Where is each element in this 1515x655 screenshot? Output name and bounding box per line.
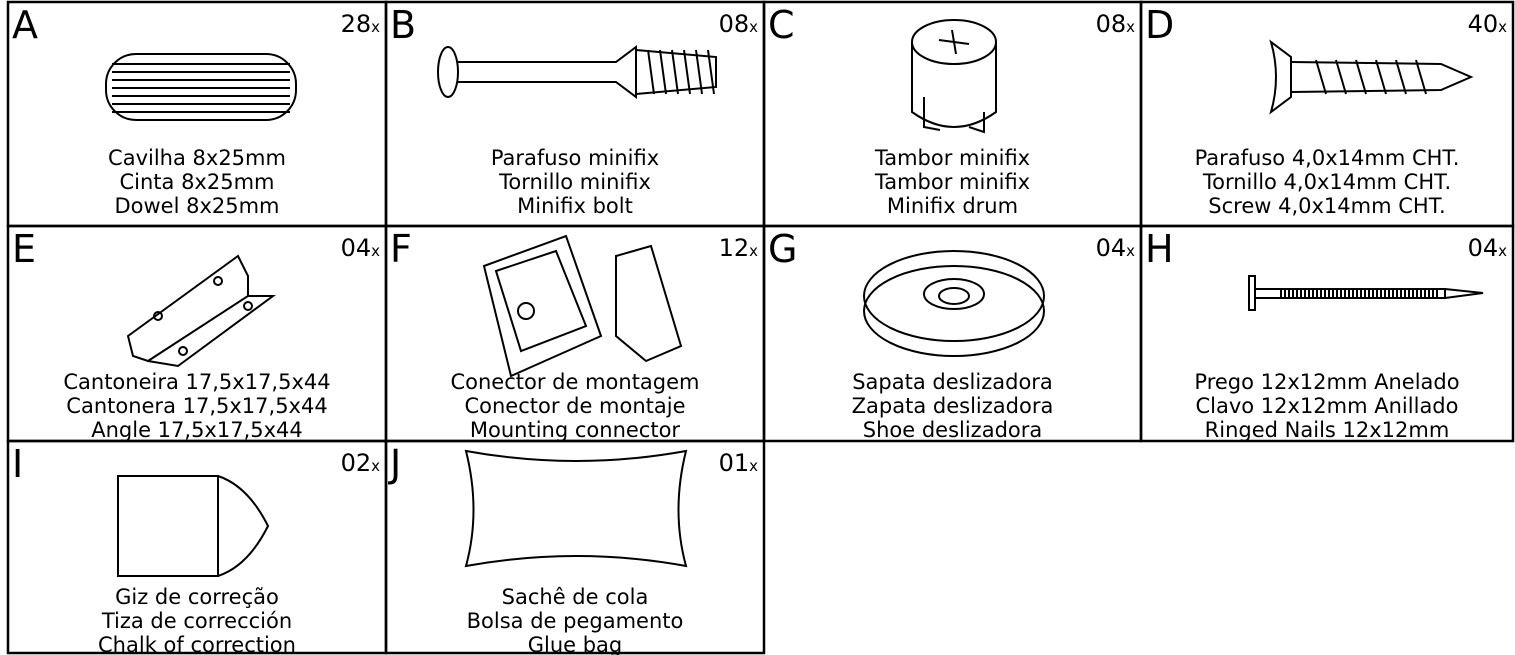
part-description: Cavilha 8x25mm [108, 146, 286, 170]
quantity-number: 04 [1468, 234, 1499, 262]
part-illustration [1269, 39, 1474, 115]
part-description: Tiza de corrección [101, 609, 292, 633]
quantity-suffix: x [1126, 242, 1135, 260]
part-description: Giz de correção [115, 585, 279, 609]
quantity-suffix: x [749, 18, 758, 36]
part-illustration [863, 250, 1045, 357]
part-quantity: 08x [1096, 10, 1136, 38]
part-description: Shoe deslizadora [863, 418, 1043, 442]
quantity-number: 01 [719, 449, 750, 477]
part-letter: H [1145, 227, 1174, 271]
part-description: Minifix drum [887, 194, 1018, 218]
part-description: Clavo 12x12mm Anillado [1195, 394, 1458, 418]
part-quantity: 04x [1096, 234, 1136, 262]
part-description: Cinta 8x25mm [119, 170, 274, 194]
part-description: Dowel 8x25mm [114, 194, 279, 218]
part-description: Mounting connector [470, 418, 681, 442]
quantity-number: 04 [1096, 234, 1127, 262]
part-description: Tambor minifix [874, 170, 1030, 194]
cell-border [384, 439, 766, 655]
quantity-suffix: x [749, 457, 758, 475]
part-quantity: 01x [719, 449, 759, 477]
part-quantity: 08x [719, 10, 759, 38]
quantity-suffix: x [1498, 18, 1507, 36]
part-letter: J [388, 442, 401, 486]
quantity-suffix: x [371, 242, 380, 260]
part-letter: B [390, 3, 416, 47]
quantity-suffix: x [749, 242, 758, 260]
part-cell: D 40x Parafuso 4,0x14mm CHT.Tornillo 4,0x1… [1139, 0, 1515, 228]
quantity-number: 12 [719, 234, 750, 262]
part-description: Tambor minifix [874, 146, 1030, 170]
part-description: Chalk of correction [98, 633, 296, 655]
cell-border [1139, 224, 1515, 443]
part-description: Parafuso 4,0x14mm CHT. [1195, 146, 1460, 170]
part-quantity: 40x [1468, 10, 1508, 38]
part-letter: I [12, 442, 23, 486]
part-description: Screw 4,0x14mm CHT. [1208, 194, 1445, 218]
quantity-suffix: x [371, 18, 380, 36]
quantity-suffix: x [371, 457, 380, 475]
quantity-suffix: x [1126, 18, 1135, 36]
part-description: Bolsa de pegamento [467, 609, 684, 633]
part-quantity: 02x [341, 449, 381, 477]
part-description: Cantoneira 17,5x17,5x44 [63, 370, 330, 394]
part-illustration [117, 475, 270, 577]
part-description: Angle 17,5x17,5x44 [91, 418, 303, 442]
part-illustration [105, 53, 297, 121]
part-illustration [437, 45, 717, 99]
quantity-number: 04 [341, 234, 372, 262]
part-letter: G [768, 227, 797, 271]
part-description: Tornillo minifix [498, 170, 651, 194]
part-description: Ringed Nails 12x12mm [1205, 418, 1450, 442]
part-description: Prego 12x12mm Anelado [1194, 370, 1459, 394]
part-illustration [911, 19, 997, 134]
part-letter: E [12, 227, 36, 271]
part-illustration [1248, 275, 1484, 311]
part-description: Sachê de cola [502, 585, 649, 609]
quantity-suffix: x [1498, 242, 1507, 260]
part-illustration [464, 449, 688, 568]
part-description: Parafuso minifix [491, 146, 659, 170]
part-illustration [126, 254, 277, 368]
part-illustration [482, 234, 683, 378]
quantity-number: 02 [341, 449, 372, 477]
part-letter: A [12, 3, 38, 47]
part-letter: C [768, 3, 795, 47]
part-description: Cantonera 17,5x17,5x44 [66, 394, 327, 418]
part-description: Minifix bolt [517, 194, 633, 218]
quantity-number: 08 [719, 10, 750, 38]
part-description: Tornillo 4,0x14mm CHT. [1202, 170, 1451, 194]
part-letter: D [1145, 3, 1174, 47]
part-description: Glue bag [528, 633, 623, 655]
part-letter: F [390, 227, 412, 271]
part-description: Conector de montagem [450, 370, 699, 394]
part-description: Sapata deslizadora [852, 370, 1053, 394]
part-description: Conector de montaje [464, 394, 685, 418]
part-quantity: 28x [341, 10, 381, 38]
quantity-number: 40 [1468, 10, 1499, 38]
part-quantity: 12x [719, 234, 759, 262]
quantity-number: 08 [1096, 10, 1127, 38]
part-description: Zapata deslizadora [852, 394, 1054, 418]
quantity-number: 28 [341, 10, 372, 38]
part-quantity: 04x [341, 234, 381, 262]
part-quantity: 04x [1468, 234, 1508, 262]
